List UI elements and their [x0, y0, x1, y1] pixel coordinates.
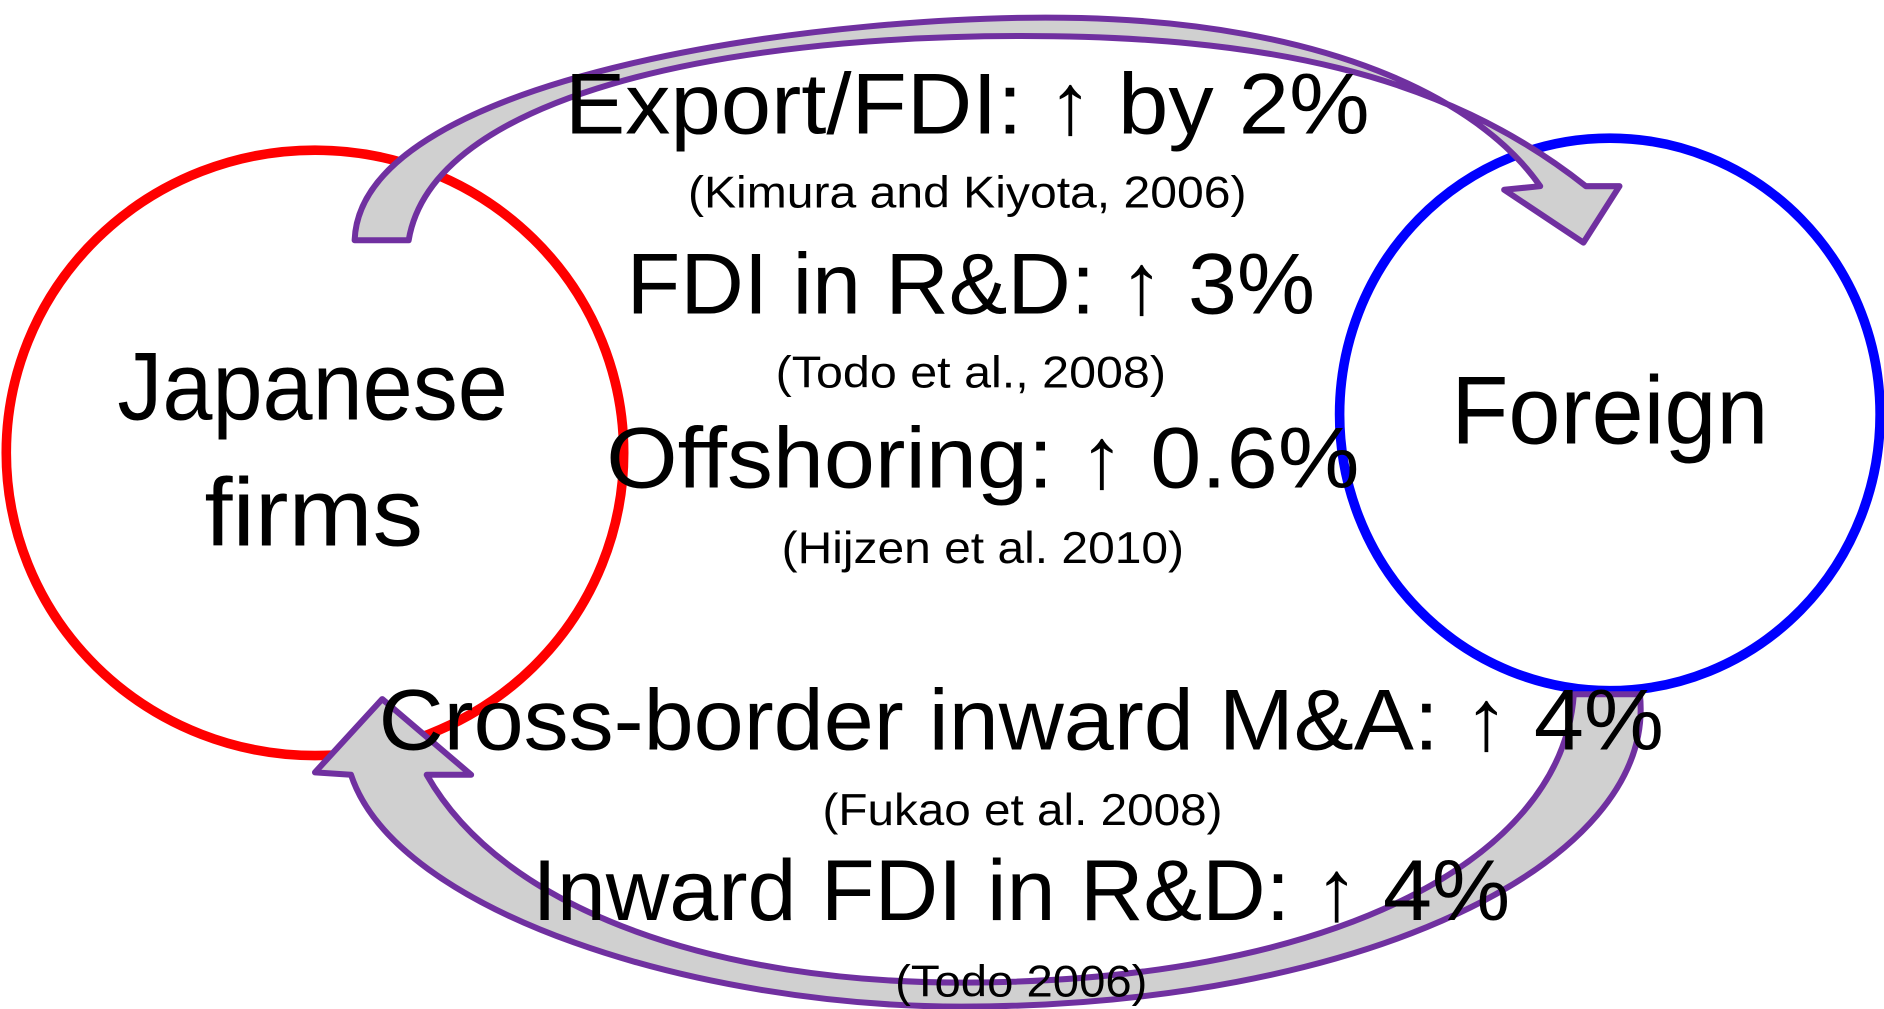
- inward-arrow: [311, 691, 1644, 1009]
- source-label: (Fukao et al. 2008): [822, 786, 1222, 835]
- effect-label: Export/FDI: ↑ by 2%: [565, 56, 1370, 152]
- foreign-circle: [1334, 133, 1884, 696]
- effect-label: Inward FDI in R&D: ↑ 4%: [532, 843, 1510, 939]
- node-label: firms: [204, 460, 423, 567]
- source-label: (Todo 2006): [895, 958, 1147, 1007]
- source-label: (Todo et al., 2008): [776, 349, 1166, 398]
- outward-arrow: [351, 14, 1623, 246]
- node-label: Japanese: [117, 333, 507, 440]
- source-label: (Hijzen et al. 2010): [782, 524, 1184, 573]
- effect-label: Offshoring: ↑ 0.6%: [606, 411, 1359, 507]
- effect-label: Cross-border inward M&A: ↑ 4%: [379, 673, 1664, 769]
- japanese-circle: [1, 145, 629, 761]
- effect-label: FDI in R&D: ↑ 3%: [627, 237, 1315, 333]
- source-label: (Kimura and Kiyota, 2006): [688, 169, 1247, 218]
- node-label: Foreign: [1451, 357, 1768, 464]
